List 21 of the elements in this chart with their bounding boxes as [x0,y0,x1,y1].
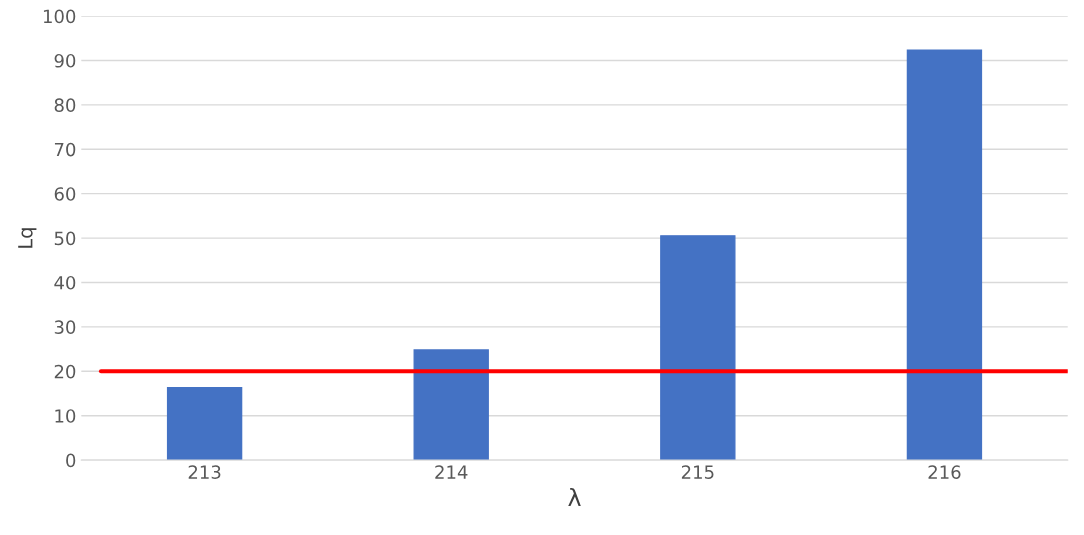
bar [660,235,736,461]
y-tick-label: 70 [54,142,76,157]
x-tick-label: 215 [681,465,714,479]
bar [413,349,489,461]
y-tick-label: 90 [54,53,76,68]
bar [166,387,243,461]
y-tick-label: 10 [55,409,76,423]
y-tick-label: 80 [54,98,76,112]
x-tick-label: 216 [928,465,961,479]
x-tick-label: 213 [188,465,221,479]
y-tick-label: 30 [54,320,76,334]
y-tick-label: 50 [54,231,76,246]
y-tick-label: 40 [54,275,76,290]
y-tick-label: 100 [43,9,76,24]
y-axis-title: Lq [18,228,37,248]
y-tick-label: 20 [54,364,76,379]
bar [906,49,983,461]
y-tick-label: 0 [66,453,76,468]
x-tick-label: 214 [435,465,468,479]
y-tick-label: 60 [54,187,76,201]
x-axis-title: λ [568,487,581,506]
